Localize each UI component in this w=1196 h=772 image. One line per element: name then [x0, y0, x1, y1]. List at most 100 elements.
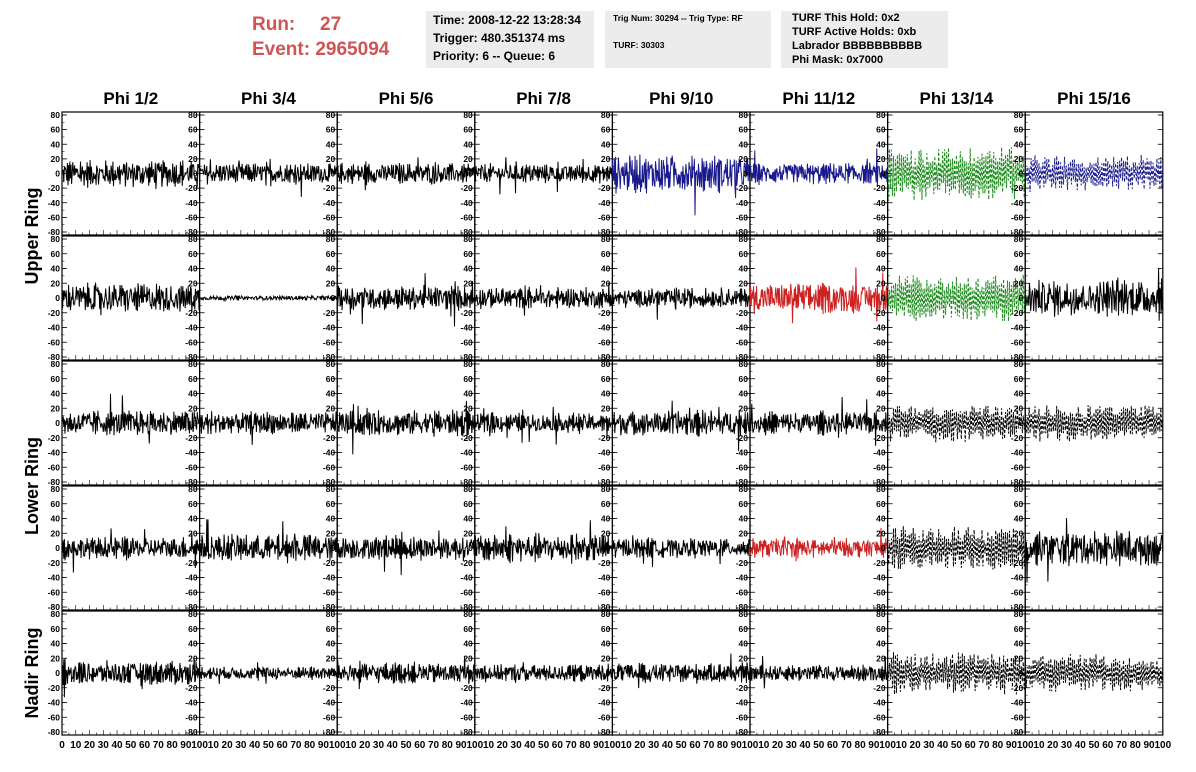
- y-tick-label: -60: [736, 462, 749, 472]
- x-tick-label: 60: [552, 740, 564, 751]
- y-tick-label: 40: [326, 389, 336, 399]
- turf-active-holds-text: TURF Active Holds: 0xb: [792, 26, 917, 38]
- y-tick-label: 60: [326, 249, 336, 259]
- y-tick-label: 20: [326, 653, 336, 663]
- column-title: Phi 9/10: [649, 89, 713, 108]
- y-tick-label: -40: [873, 573, 886, 583]
- y-tick-label: 80: [326, 484, 336, 494]
- y-tick-label: 20: [876, 528, 886, 538]
- y-tick-label: -80: [48, 352, 61, 362]
- y-tick-label: -20: [48, 558, 61, 568]
- y-tick-label: 60: [463, 125, 473, 135]
- waveform-panel: -80 -60 -40 -20 0 20 40 60 80: [736, 484, 889, 612]
- y-tick-label: -80: [48, 227, 61, 237]
- y-tick-label: -40: [185, 323, 198, 333]
- y-tick-label: 40: [876, 389, 886, 399]
- waveform-panel: -80 -60 -40 -20 0 20 40 60 80: [48, 234, 201, 362]
- y-tick-label: 60: [601, 374, 611, 384]
- y-tick-label: -60: [461, 212, 474, 222]
- y-tick-label: -20: [48, 433, 61, 443]
- y-tick-label: -80: [323, 602, 336, 612]
- x-tick-label: 70: [978, 740, 990, 751]
- panel-frame: [886, 235, 1026, 361]
- waveform-panel: -80 -60 -40 -20 0 20 40 60 80: [48, 609, 201, 737]
- trigger-text: Trigger: 480.351374 ms: [433, 31, 566, 45]
- y-tick-label: -20: [461, 683, 474, 693]
- y-tick-label: 40: [739, 264, 749, 274]
- y-tick-label: 80: [188, 609, 198, 619]
- y-tick-label: -40: [323, 323, 336, 333]
- y-tick-label: 0: [468, 418, 473, 428]
- y-tick-label: 60: [876, 249, 886, 259]
- y-tick-label: 20: [188, 653, 198, 663]
- y-tick-label: 80: [51, 110, 61, 120]
- y-tick-label: 20: [51, 278, 61, 288]
- y-tick-label: 0: [743, 169, 748, 179]
- waveform-trace: [61, 528, 201, 573]
- y-tick-label: -80: [185, 227, 198, 237]
- y-tick-label: 60: [326, 125, 336, 135]
- y-tick-label: -60: [48, 587, 61, 597]
- x-tick-label: 50: [538, 740, 550, 751]
- y-tick-label: 80: [463, 359, 473, 369]
- waveform-trace: [336, 273, 476, 327]
- x-tick-label: 60: [414, 740, 426, 751]
- y-tick-label: 0: [468, 169, 473, 179]
- y-tick-label: -60: [736, 587, 749, 597]
- y-tick-label: -20: [48, 308, 61, 318]
- y-tick-label: 0: [330, 418, 335, 428]
- y-tick-label: 0: [468, 293, 473, 303]
- y-tick-label: 20: [188, 528, 198, 538]
- x-tick-label: 90: [318, 740, 330, 751]
- x-tick-label: 50: [263, 740, 275, 751]
- x-tick-label: 10: [896, 740, 908, 751]
- waveform-trace: [336, 655, 476, 690]
- y-tick-label: -40: [461, 698, 474, 708]
- y-tick-label: -40: [598, 573, 611, 583]
- y-tick-label: -20: [461, 183, 474, 193]
- y-tick-label: 80: [326, 110, 336, 120]
- waveform-panel: -80 -60 -40 -20 0 20 40 60 80: [185, 234, 338, 362]
- y-tick-label: 20: [1014, 154, 1024, 164]
- y-tick-label: 60: [188, 624, 198, 634]
- y-tick-label: 20: [601, 278, 611, 288]
- y-tick-label: -60: [1011, 337, 1024, 347]
- x-tick-label: 80: [442, 740, 454, 751]
- y-tick-label: -60: [736, 712, 749, 722]
- y-tick-label: -60: [48, 337, 61, 347]
- x-tick-label: 100: [879, 740, 896, 751]
- waveform-trace: [474, 520, 613, 570]
- y-tick-label: 40: [51, 389, 61, 399]
- panel-frame: [61, 235, 201, 361]
- y-tick-label: 80: [188, 359, 198, 369]
- y-tick-label: 0: [55, 668, 60, 678]
- waveform-panel: -80 -60 -40 -20 0 20 40 60 80: [1011, 359, 1164, 487]
- y-tick-label: 20: [739, 653, 749, 663]
- waveform-panel: -80 -60 -40 -20 0 20 40 60 80: [873, 484, 1026, 612]
- column-title: Phi 7/8: [516, 89, 571, 108]
- y-tick-label: 0: [743, 668, 748, 678]
- y-tick-label: -80: [736, 727, 749, 737]
- y-tick-label: 0: [55, 169, 60, 179]
- y-tick-label: 80: [876, 110, 886, 120]
- column-title: Phi 1/2: [103, 89, 158, 108]
- y-tick-label: -80: [1011, 602, 1024, 612]
- y-tick-label: 0: [330, 543, 335, 553]
- waveform-trace: [199, 158, 338, 197]
- y-tick-label: -60: [598, 712, 611, 722]
- y-tick-label: -80: [461, 477, 474, 487]
- y-tick-label: 80: [739, 110, 749, 120]
- waveform-panel: -80 -60 -40 -20 0 20 40 60 80: [873, 359, 1026, 487]
- x-tick-label: 10: [621, 740, 633, 751]
- trig-num-text: Trig Num: 30294 -- Trig Type: RF: [613, 13, 743, 23]
- waveform-trace: [749, 655, 889, 689]
- waveform-trace: [1024, 154, 1164, 193]
- y-tick-label: -20: [736, 183, 749, 193]
- y-tick-label: 0: [193, 293, 198, 303]
- y-tick-label: 20: [188, 403, 198, 413]
- y-tick-label: -80: [323, 727, 336, 737]
- column-title: Phi 5/6: [379, 89, 434, 108]
- y-tick-label: -40: [598, 448, 611, 458]
- y-tick-label: -80: [736, 352, 749, 362]
- y-tick-label: 80: [601, 359, 611, 369]
